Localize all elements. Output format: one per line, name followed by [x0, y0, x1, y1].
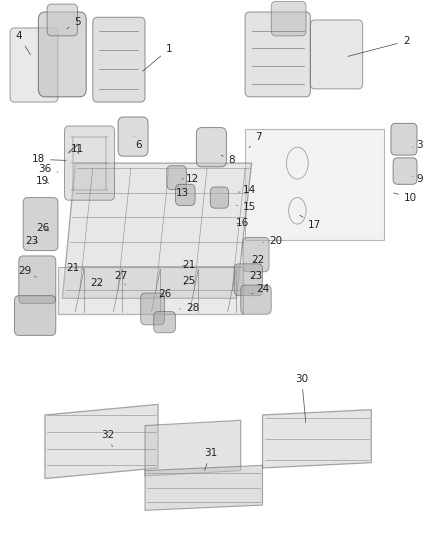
Text: 6: 6	[134, 136, 142, 150]
FancyBboxPatch shape	[10, 28, 58, 102]
FancyBboxPatch shape	[241, 285, 271, 314]
Text: 23: 23	[25, 236, 39, 246]
Text: 7: 7	[249, 132, 261, 148]
Text: 23: 23	[249, 271, 263, 281]
FancyBboxPatch shape	[118, 117, 148, 156]
Text: 4: 4	[15, 31, 30, 55]
FancyBboxPatch shape	[196, 127, 226, 167]
Text: 3: 3	[413, 140, 423, 150]
Text: 17: 17	[300, 215, 321, 230]
Text: 21: 21	[182, 260, 195, 270]
Text: 29: 29	[19, 266, 36, 277]
Text: 22: 22	[91, 278, 104, 288]
Text: 15: 15	[237, 202, 256, 212]
Text: 18: 18	[32, 155, 66, 164]
Polygon shape	[58, 266, 243, 314]
Text: 5: 5	[67, 17, 81, 29]
FancyBboxPatch shape	[14, 296, 56, 335]
Text: 8: 8	[221, 155, 235, 165]
Text: 27: 27	[114, 271, 128, 285]
Polygon shape	[262, 410, 371, 468]
Text: 25: 25	[182, 276, 195, 286]
FancyBboxPatch shape	[176, 184, 195, 206]
FancyBboxPatch shape	[167, 166, 186, 190]
Text: 9: 9	[413, 174, 423, 184]
FancyBboxPatch shape	[141, 293, 165, 325]
Text: 28: 28	[180, 303, 200, 313]
Text: 14: 14	[239, 184, 256, 195]
Text: 24: 24	[252, 284, 269, 294]
FancyBboxPatch shape	[234, 264, 262, 296]
Text: 11: 11	[71, 144, 84, 154]
Text: 1: 1	[143, 44, 172, 71]
Text: 31: 31	[204, 448, 217, 471]
Polygon shape	[45, 405, 158, 479]
Text: 21: 21	[67, 263, 84, 272]
Text: 26: 26	[36, 223, 49, 233]
Text: 32: 32	[101, 430, 115, 447]
Text: 36: 36	[38, 165, 58, 174]
Text: 19: 19	[36, 175, 49, 185]
FancyBboxPatch shape	[64, 126, 115, 200]
FancyBboxPatch shape	[393, 158, 417, 184]
Polygon shape	[245, 128, 385, 240]
Text: 30: 30	[295, 374, 308, 423]
Polygon shape	[145, 420, 241, 476]
FancyBboxPatch shape	[391, 123, 417, 155]
FancyBboxPatch shape	[311, 20, 363, 89]
Text: 16: 16	[237, 218, 250, 228]
Text: 13: 13	[175, 188, 189, 198]
FancyBboxPatch shape	[210, 187, 229, 208]
Polygon shape	[62, 163, 252, 298]
Text: 10: 10	[394, 192, 417, 203]
FancyBboxPatch shape	[39, 12, 86, 97]
FancyBboxPatch shape	[23, 198, 58, 251]
FancyBboxPatch shape	[93, 17, 145, 102]
Text: 26: 26	[158, 289, 171, 299]
FancyBboxPatch shape	[271, 2, 306, 36]
FancyBboxPatch shape	[243, 237, 269, 272]
Text: 20: 20	[263, 236, 282, 246]
FancyBboxPatch shape	[19, 256, 56, 304]
Text: 12: 12	[182, 174, 200, 184]
FancyBboxPatch shape	[47, 4, 78, 36]
Polygon shape	[145, 465, 262, 511]
FancyBboxPatch shape	[154, 312, 176, 333]
Text: 2: 2	[348, 36, 410, 56]
FancyBboxPatch shape	[245, 12, 311, 97]
Text: 22: 22	[251, 255, 265, 264]
